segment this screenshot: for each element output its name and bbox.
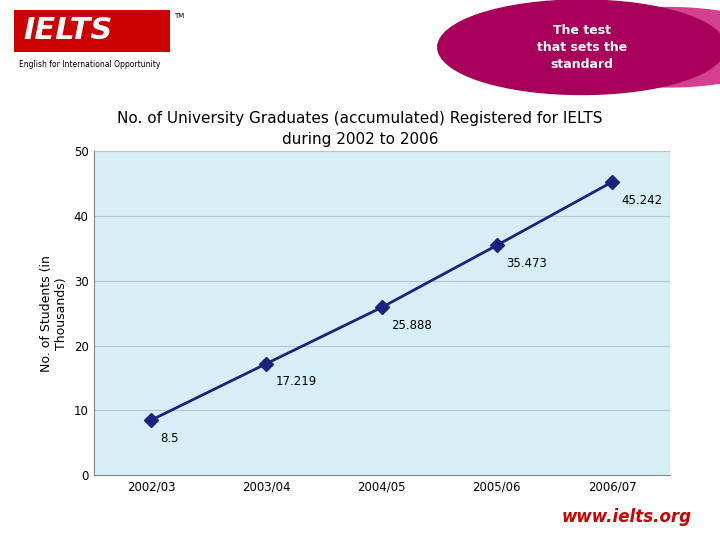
- Text: The test: The test: [553, 24, 611, 37]
- Text: standard: standard: [550, 58, 613, 71]
- Text: 45.242: 45.242: [621, 194, 662, 207]
- Text: TM: TM: [174, 13, 184, 19]
- Circle shape: [438, 0, 720, 94]
- Text: English for International Opportunity: English for International Opportunity: [19, 60, 160, 69]
- Text: 35.473: 35.473: [506, 257, 547, 270]
- Text: No. of University Graduates (accumulated) Registered for IELTS
during 2002 to 20: No. of University Graduates (accumulated…: [117, 111, 603, 147]
- Circle shape: [547, 8, 720, 87]
- Text: 8.5: 8.5: [161, 432, 179, 445]
- Y-axis label: No. of Students (in
Thousands): No. of Students (in Thousands): [40, 255, 68, 372]
- Text: IELTS: IELTS: [23, 16, 112, 45]
- Text: that sets the: that sets the: [536, 40, 627, 54]
- FancyBboxPatch shape: [14, 10, 170, 52]
- Text: 17.219: 17.219: [276, 375, 317, 388]
- Text: www.ielts.org: www.ielts.org: [561, 509, 691, 526]
- Text: 25.888: 25.888: [391, 319, 431, 332]
